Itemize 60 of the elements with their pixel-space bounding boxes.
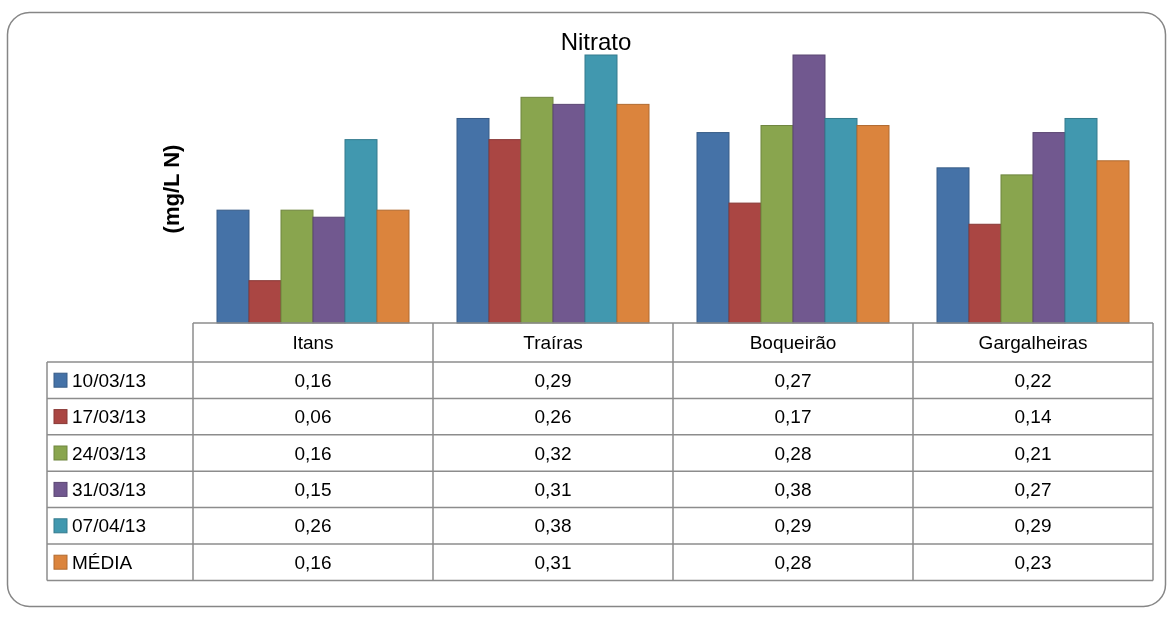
- bar: [760, 125, 794, 324]
- data-label: 0,15: [294, 479, 332, 501]
- bar: [1096, 160, 1130, 324]
- data-label: 0,16: [294, 551, 332, 573]
- bar: [856, 125, 890, 324]
- bar: [216, 209, 250, 324]
- data-label: 0,31: [534, 479, 572, 501]
- data-label: 0,27: [1014, 479, 1052, 501]
- data-label: 0,17: [774, 406, 812, 428]
- data-label: 0,14: [1014, 406, 1052, 428]
- x-tick-label: Boqueirão: [749, 332, 837, 354]
- chart-title: Nitrato: [560, 28, 632, 55]
- data-label: 0,22: [1014, 369, 1052, 391]
- data-label: 0,31: [534, 551, 572, 573]
- legend-label: 24/03/13: [72, 442, 146, 464]
- x-tick-label: Traíras: [523, 332, 583, 354]
- bar: [616, 103, 650, 324]
- legend-label: 10/03/13: [72, 369, 146, 391]
- legend-label: MÉDIA: [72, 551, 133, 573]
- data-label: 0,06: [294, 406, 332, 428]
- bar: [552, 103, 586, 324]
- data-label: 0,32: [534, 442, 572, 464]
- bar: [344, 139, 378, 324]
- bar: [824, 117, 858, 324]
- x-tick-label: Gargalheiras: [978, 332, 1088, 354]
- bar: [312, 216, 346, 324]
- data-label: 0,21: [1014, 442, 1052, 464]
- bar: [520, 96, 554, 324]
- data-label: 0,16: [294, 442, 332, 464]
- bar: [728, 202, 762, 324]
- data-label: 0,28: [774, 551, 812, 573]
- bar: [936, 167, 970, 324]
- data-label: 0,28: [774, 442, 812, 464]
- x-tick-label: Itans: [292, 332, 334, 354]
- data-label: 0,29: [534, 369, 572, 391]
- legend-label: 07/04/13: [72, 515, 146, 537]
- data-label: 0,16: [294, 369, 332, 391]
- data-label: 0,29: [1014, 515, 1052, 537]
- data-label: 0,38: [534, 515, 572, 537]
- bar: [488, 139, 522, 324]
- data-label: 0,26: [534, 406, 572, 428]
- bar: [1000, 174, 1034, 324]
- legend-label: 31/03/13: [72, 479, 146, 501]
- data-label: 0,38: [774, 479, 812, 501]
- data-label: 0,26: [294, 515, 332, 537]
- bar: [280, 209, 314, 324]
- data-label: 0,23: [1014, 551, 1052, 573]
- bar: [584, 54, 618, 324]
- bar: [1032, 132, 1066, 324]
- bar: [248, 280, 282, 324]
- bar: [376, 209, 410, 324]
- bar: [1064, 117, 1098, 324]
- data-label: 0,29: [774, 515, 812, 537]
- data-label: 0,27: [774, 369, 812, 391]
- y-axis-title: (mg/L N): [158, 144, 184, 234]
- legend-label: 17/03/13: [72, 406, 146, 428]
- bar: [792, 54, 826, 324]
- bar: [456, 117, 490, 324]
- bar: [968, 223, 1002, 324]
- bar: [696, 132, 730, 324]
